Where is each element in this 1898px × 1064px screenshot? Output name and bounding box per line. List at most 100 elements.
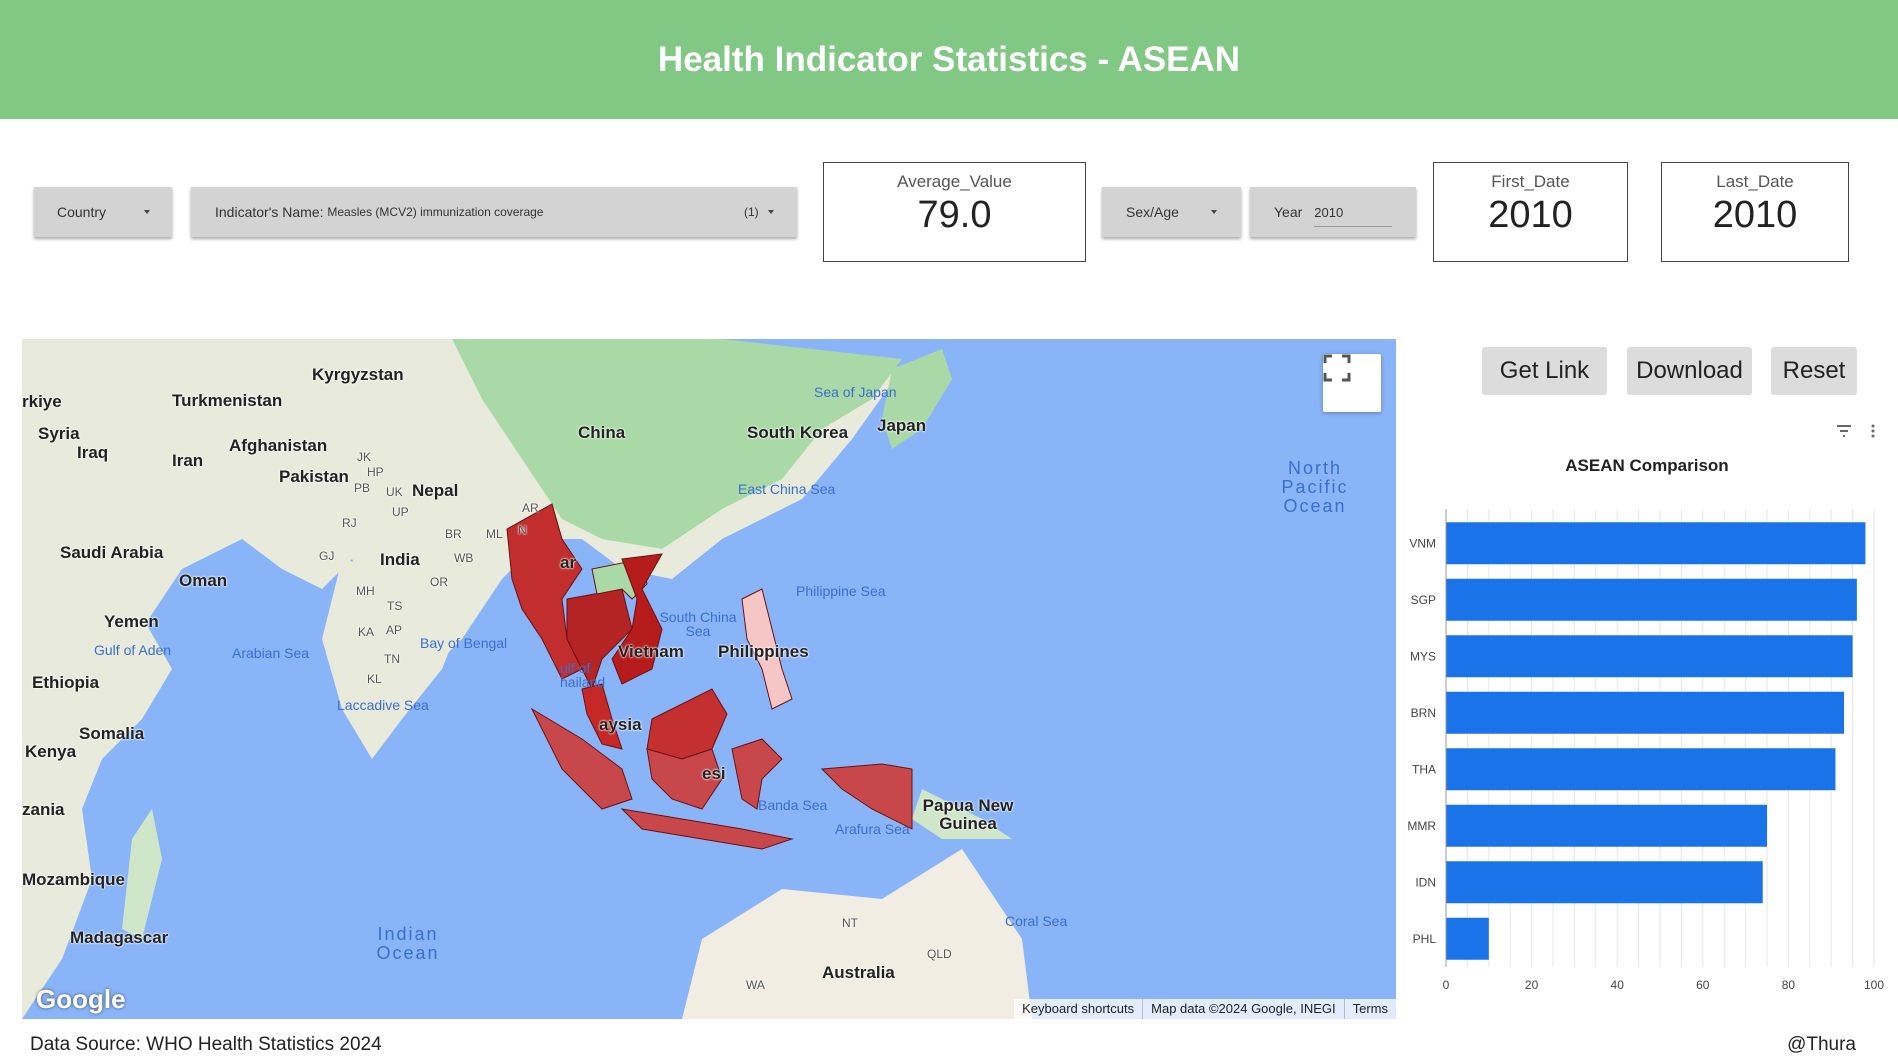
average-value: 79.0	[917, 194, 992, 236]
map-label-yemen: Yemen	[104, 612, 159, 631]
chevron-down-icon	[1210, 210, 1217, 214]
country-indonesia-papua[interactable]	[820, 763, 913, 830]
bar-mys[interactable]	[1446, 635, 1853, 678]
map-label-kyrgyzstan: Kyrgyzstan	[312, 365, 404, 384]
map-label-laccadive-sea: Laccadive Sea	[337, 697, 429, 713]
first-date-scorecard: First_Date 2010	[1433, 162, 1628, 262]
category-label-mys: MYS	[1410, 649, 1436, 663]
map-label-bay-of-bengal: Bay of Bengal	[420, 635, 508, 651]
map-label-ethiopia: Ethiopia	[32, 673, 100, 692]
bar-tha[interactable]	[1446, 748, 1836, 791]
indicator-filter-count: (1)	[744, 205, 759, 219]
download-button[interactable]: Download	[1627, 347, 1752, 395]
year-filter-label: Year	[1274, 204, 1303, 220]
map-label-rj: RJ	[342, 516, 357, 530]
map-label-hp: HP	[367, 465, 384, 479]
year-filter-value[interactable]: 2010	[1314, 205, 1393, 227]
sex-age-filter-label: Sex/Age	[1126, 204, 1179, 220]
map-label-syria: Syria	[38, 424, 80, 443]
country-thailand[interactable]	[566, 588, 633, 691]
country-indonesia-sulawesi[interactable]	[731, 738, 783, 810]
map-label-wb: WB	[454, 551, 474, 565]
land-asia-green	[452, 339, 902, 549]
bar-vnm[interactable]	[1446, 522, 1866, 565]
country-filter-label: Country	[57, 204, 107, 220]
map-label-arafura-sea: Arafura Sea	[835, 821, 910, 837]
bar-phl[interactable]	[1446, 917, 1489, 960]
terms-link[interactable]: Terms	[1343, 999, 1396, 1019]
map-label-afghanistan: Afghanistan	[229, 436, 328, 455]
map-label-gulf-of-aden: Gulf of Aden	[94, 642, 172, 658]
x-tick-label: 80	[1782, 978, 1796, 992]
page-title: Health Indicator Statistics - ASEAN	[657, 39, 1241, 79]
country-indonesia-kalimantan[interactable]	[646, 748, 723, 810]
map-canvas	[22, 339, 1032, 1019]
bar-mmr[interactable]	[1446, 804, 1767, 847]
indicator-filter[interactable]: Indicator's Name: Measles (MCV2) immuniz…	[191, 187, 797, 237]
country-vietnam[interactable]	[611, 553, 663, 685]
map-label-sea-of-japan: Sea of Japan	[814, 384, 897, 400]
land-india	[322, 559, 462, 759]
map-label-uk: UK	[386, 485, 403, 499]
reset-button[interactable]: Reset	[1771, 347, 1857, 395]
map-label-coral-sea: Coral Sea	[1005, 913, 1068, 929]
country-indonesia-java[interactable]	[620, 808, 794, 850]
map-label-iran: Iran	[172, 451, 204, 470]
map-label-south-korea: South Korea	[747, 423, 849, 442]
first-date-value: 2010	[1488, 194, 1573, 236]
map-label-arabian-sea: Arabian Sea	[232, 645, 310, 661]
average-value-scorecard: Average_Value 79.0	[823, 162, 1086, 262]
last-date-scorecard: Last_Date 2010	[1661, 162, 1849, 262]
map-label-mh: MH	[356, 584, 375, 598]
category-label-sgp: SGP	[1411, 593, 1436, 607]
map-label-malaysia: aysia	[599, 715, 642, 734]
year-filter[interactable]: Year 2010	[1250, 187, 1416, 237]
keyboard-shortcuts-link[interactable]: Keyboard shortcuts	[1022, 1001, 1135, 1016]
country-malaysia-borneo[interactable]	[646, 688, 728, 760]
category-label-vnm: VNM	[1409, 536, 1436, 550]
x-tick-label: 0	[1443, 978, 1450, 992]
bar-idn[interactable]	[1446, 861, 1763, 904]
map-label-ml: ML	[486, 527, 503, 541]
map-label-tn: TN	[384, 652, 400, 666]
map-label-up: UP	[392, 505, 409, 519]
map-label-north-pacific: North Pacific Ocean	[1281, 458, 1349, 516]
x-tick-label: 40	[1611, 978, 1625, 992]
category-label-phl: PHL	[1413, 932, 1437, 946]
map-label-kenya: Kenya	[25, 742, 77, 761]
sex-age-filter[interactable]: Sex/Age	[1102, 187, 1241, 237]
map-label-oman: Oman	[179, 571, 228, 590]
map-label-saudi: Saudi Arabia	[60, 543, 164, 562]
map-label-japan: Japan	[877, 416, 927, 435]
map-label-australia: Australia	[822, 963, 895, 982]
author-text: @Thura	[1787, 1034, 1856, 1055]
bar-brn[interactable]	[1446, 691, 1845, 734]
bar-sgp[interactable]	[1446, 578, 1857, 621]
map-label-india: India	[380, 550, 420, 569]
country-philippines[interactable]	[741, 588, 793, 710]
country-malaysia-peninsula[interactable]	[581, 683, 623, 750]
category-label-brn: BRN	[1411, 706, 1436, 720]
country-indonesia-sumatra[interactable]	[530, 707, 633, 810]
x-tick-label: 20	[1525, 978, 1539, 992]
map-label-pakistan: Pakistan	[279, 467, 349, 486]
fullscreen-button[interactable]	[1323, 354, 1381, 412]
get-link-button[interactable]: Get Link	[1482, 347, 1607, 395]
chart-more-icon[interactable]	[1870, 424, 1876, 443]
chevron-down-icon	[144, 210, 151, 214]
map-label-mozambique: Mozambique	[22, 870, 125, 889]
category-label-tha: THA	[1412, 762, 1436, 776]
chart-filter-icon[interactable]	[1836, 424, 1852, 443]
map-label-philippine-sea: Philippine Sea	[796, 583, 886, 599]
map-label-iraq: Iraq	[77, 443, 109, 462]
map-data-text: Map data ©2024 Google, INEGI	[1142, 999, 1343, 1019]
land-japan	[882, 349, 952, 449]
land-png	[912, 789, 1012, 839]
map-view[interactable]: Kyrgyzstan Turkmenistan rkiye Syria Iraq…	[22, 339, 1396, 1019]
map-label-kl: KL	[367, 672, 382, 686]
map-label-banda-sea: Banda Sea	[758, 797, 828, 813]
map-label-vietnam: Vietnam	[618, 642, 684, 661]
map-label-south-china-sea: South China Sea	[659, 609, 737, 639]
chevron-down-icon	[768, 210, 774, 214]
country-filter[interactable]: Country	[34, 187, 172, 237]
